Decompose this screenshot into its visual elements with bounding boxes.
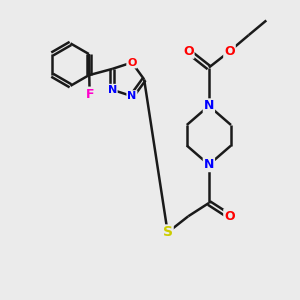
Text: O: O [183,45,194,58]
Text: O: O [127,58,136,68]
Text: F: F [85,88,94,100]
Text: N: N [204,99,214,112]
Text: N: N [204,158,214,171]
Text: N: N [107,85,117,95]
Text: S: S [163,225,173,239]
Text: O: O [224,210,235,223]
Text: O: O [224,45,235,58]
Text: N: N [127,91,136,101]
